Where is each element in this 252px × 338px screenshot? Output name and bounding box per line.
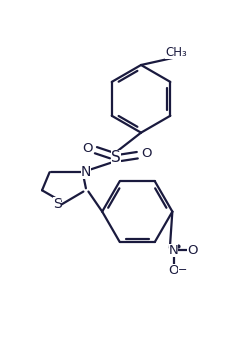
Text: N: N <box>169 244 178 257</box>
Text: O: O <box>168 264 179 277</box>
Text: −: − <box>178 265 187 275</box>
Text: S: S <box>111 150 121 165</box>
Text: O: O <box>82 142 92 155</box>
Text: N: N <box>81 165 91 179</box>
Text: O: O <box>141 147 151 161</box>
Text: O: O <box>187 244 198 257</box>
Text: CH₃: CH₃ <box>165 46 187 59</box>
Text: S: S <box>53 197 61 211</box>
